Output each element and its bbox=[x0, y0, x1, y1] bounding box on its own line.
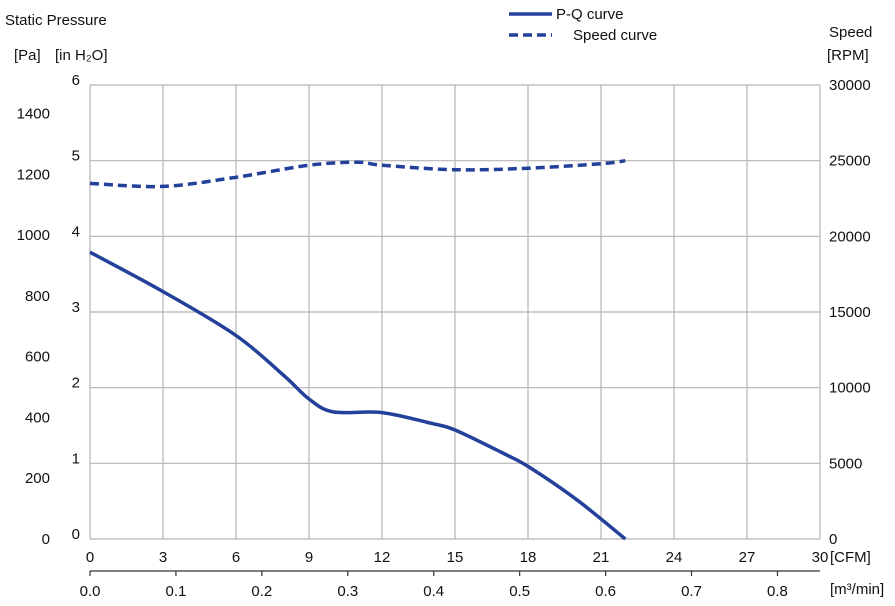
x-tick-label-cfm: 24 bbox=[666, 549, 683, 566]
y-tick-label-pa: 600 bbox=[25, 349, 50, 366]
y-tick-label-pa: 1400 bbox=[17, 106, 50, 123]
left-axis-title: Static Pressure bbox=[5, 12, 107, 29]
legend-label: Speed curve bbox=[573, 27, 657, 44]
y-tick-label-rpm: 5000 bbox=[829, 455, 862, 472]
x-unit-cfm: [CFM] bbox=[830, 549, 871, 566]
x-tick-label-cfm: 0 bbox=[86, 549, 94, 566]
x-tick-label-m3: 0.6 bbox=[595, 583, 616, 600]
x-tick-label-cfm: 9 bbox=[305, 549, 313, 566]
legend: P-Q curve Speed curve bbox=[509, 6, 657, 44]
x-tick-label-cfm: 15 bbox=[447, 549, 464, 566]
y-tick-label-inh2o: 1 bbox=[72, 450, 80, 467]
y-tick-label-rpm: 0 bbox=[829, 531, 837, 548]
x-tick-label-m3: 0.5 bbox=[509, 583, 530, 600]
y-tick-label-rpm: 20000 bbox=[829, 228, 871, 245]
y-tick-label-rpm: 30000 bbox=[829, 77, 871, 94]
y-tick-label-pa: 200 bbox=[25, 470, 50, 487]
y-tick-label-pa: 800 bbox=[25, 288, 50, 305]
legend-label: P-Q curve bbox=[556, 6, 624, 23]
y-tick-label-pa: 0 bbox=[42, 531, 50, 548]
x-tick-label-cfm: 6 bbox=[232, 549, 240, 566]
y-tick-label-rpm: 25000 bbox=[829, 153, 871, 170]
tick-labels: 0 3 6 9 12 15 18 21 24 27 300123456020040060080010… bbox=[17, 72, 871, 600]
x-tick-label-m3: 0.8 bbox=[767, 583, 788, 600]
y-tick-label-pa: 400 bbox=[25, 409, 50, 426]
y-tick-label-inh2o: 5 bbox=[72, 148, 80, 165]
speed-curve-line bbox=[89, 158, 626, 189]
y-tick-label-rpm: 15000 bbox=[829, 304, 871, 321]
x-tick-label-m3: 0.7 bbox=[681, 583, 702, 600]
grid-lines bbox=[89, 84, 821, 576]
x-tick-label-m3: 0.2 bbox=[251, 583, 272, 600]
x-tick-label-cfm: 30 bbox=[812, 549, 829, 566]
x-unit-m3: [m³/min] bbox=[830, 581, 885, 598]
x-tick-label-cfm: 21 bbox=[593, 549, 610, 566]
x-tick-label-m3: 0.0 bbox=[80, 583, 101, 600]
pq-curve-line bbox=[89, 250, 627, 541]
x-tick-label-m3: 0.4 bbox=[423, 583, 444, 600]
y-tick-label-pa: 1000 bbox=[17, 227, 50, 244]
y-tick-label-inh2o: 0 bbox=[72, 526, 80, 543]
right-axis-title: Speed bbox=[829, 24, 873, 41]
x-tick-label-cfm: 3 bbox=[159, 549, 167, 566]
left-unit-inh2o: [in H₂O] bbox=[55, 47, 108, 64]
y-tick-label-inh2o: 3 bbox=[72, 299, 80, 316]
y-tick-label-rpm: 10000 bbox=[829, 380, 871, 397]
x-tick-label-cfm: 12 bbox=[374, 549, 391, 566]
left-unit-pa: [Pa] bbox=[14, 47, 41, 64]
y-tick-label-inh2o: 2 bbox=[72, 375, 80, 392]
x-tick-label-cfm: 18 bbox=[520, 549, 537, 566]
x-tick-label-m3: 0.1 bbox=[166, 583, 187, 600]
x-tick-label-m3: 0.3 bbox=[337, 583, 358, 600]
series-lines bbox=[89, 158, 627, 541]
y-tick-label-inh2o: 6 bbox=[72, 72, 80, 89]
x-tick-label-cfm: 27 bbox=[739, 549, 756, 566]
y-tick-label-inh2o: 4 bbox=[72, 223, 80, 240]
y-tick-label-pa: 1200 bbox=[17, 166, 50, 183]
right-axis-unit: [RPM] bbox=[827, 47, 869, 64]
